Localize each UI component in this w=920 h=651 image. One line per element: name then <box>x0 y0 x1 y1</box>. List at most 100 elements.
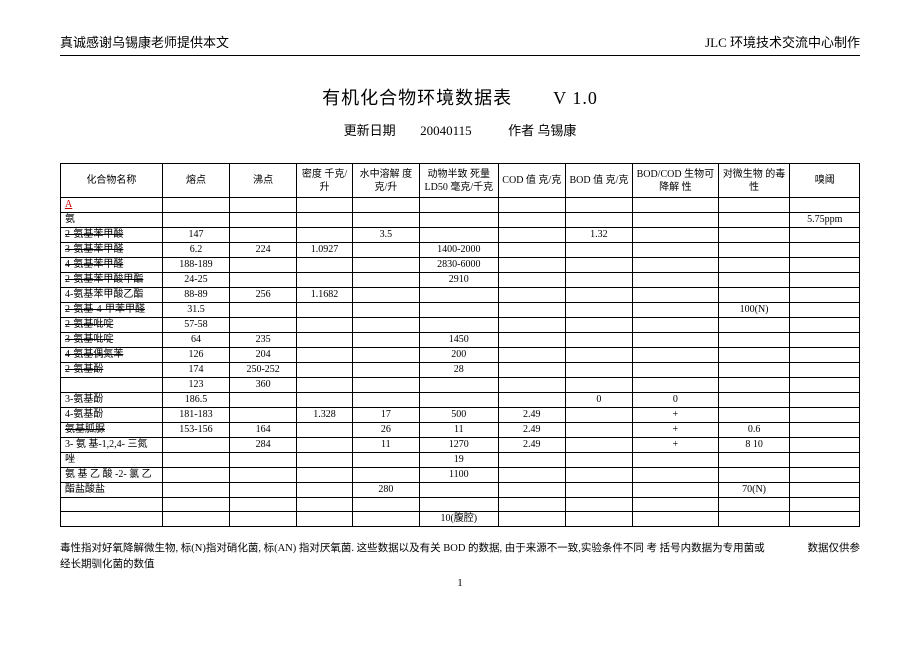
data-cell <box>718 228 790 243</box>
data-cell <box>352 288 419 303</box>
data-cell <box>352 393 419 408</box>
data-cell <box>565 512 632 527</box>
data-cell <box>790 318 860 333</box>
header-left: 真诚感谢乌锡康老师提供本文 <box>60 32 229 51</box>
col-bio: BOD/COD 生物可降解 性 <box>632 164 718 198</box>
data-cell: 26 <box>352 423 419 438</box>
data-cell <box>632 303 718 318</box>
data-cell <box>419 303 498 318</box>
table-row: 2-氨基苯甲酸1473.51.32 <box>61 228 860 243</box>
data-cell <box>162 453 229 468</box>
data-cell: + <box>632 408 718 423</box>
data-cell <box>565 333 632 348</box>
data-cell <box>718 348 790 363</box>
data-cell <box>352 363 419 378</box>
compound-name-cell: 3- 氨 基-1,2,4- 三氮 <box>61 438 163 453</box>
data-cell <box>419 213 498 228</box>
data-cell <box>352 303 419 318</box>
data-cell: 224 <box>230 243 297 258</box>
empty-cell <box>230 198 297 213</box>
data-cell <box>230 273 297 288</box>
data-cell <box>565 258 632 273</box>
data-cell <box>230 468 297 483</box>
data-cell: 3.5 <box>352 228 419 243</box>
data-cell <box>632 213 718 228</box>
compound-name-cell: 3-氨基吡啶 <box>61 333 163 348</box>
data-cell: 0 <box>565 393 632 408</box>
data-cell <box>790 273 860 288</box>
table-row: 4-氨基苯甲醛188-1892830-6000 <box>61 258 860 273</box>
compound-name-cell: 氨 基 乙 酸 -2- 氯 乙 <box>61 468 163 483</box>
data-cell <box>790 258 860 273</box>
title-main: 有机化合物环境数据表 V 1.0 <box>60 84 860 110</box>
data-cell <box>498 333 565 348</box>
data-cell <box>297 273 353 288</box>
data-cell: 1100 <box>419 468 498 483</box>
data-cell <box>718 288 790 303</box>
data-cell <box>230 228 297 243</box>
data-cell <box>419 378 498 393</box>
data-cell <box>230 512 297 527</box>
data-cell <box>718 498 790 512</box>
data-cell: 153-156 <box>162 423 229 438</box>
col-bod: BOD 值 克/克 <box>565 164 632 198</box>
data-cell: 64 <box>162 333 229 348</box>
table-row: 123360 <box>61 378 860 393</box>
data-cell <box>498 378 565 393</box>
data-cell <box>230 318 297 333</box>
data-cell <box>718 363 790 378</box>
data-cell: 1450 <box>419 333 498 348</box>
data-cell <box>632 453 718 468</box>
data-cell <box>498 468 565 483</box>
table-row: 2-氨基吡啶57-58 <box>61 318 860 333</box>
data-cell: 0 <box>632 393 718 408</box>
data-cell <box>498 303 565 318</box>
data-cell <box>498 453 565 468</box>
data-cell: 1.1682 <box>297 288 353 303</box>
data-cell <box>632 348 718 363</box>
data-cell <box>352 468 419 483</box>
data-cell <box>632 273 718 288</box>
empty-cell <box>498 198 565 213</box>
data-cell: 8 10 <box>718 438 790 453</box>
title-sub: 更新日期 20040115 作者 乌锡康 <box>60 120 860 139</box>
table-row: 4-氨基苯甲酸乙酯88-892561.1682 <box>61 288 860 303</box>
section-letter-row: A <box>61 198 860 213</box>
col-tox: 对微生物 的毒性 <box>718 164 790 198</box>
author-name: 乌锡康 <box>537 123 576 138</box>
data-cell: 284 <box>230 438 297 453</box>
compound-name-cell <box>61 512 163 527</box>
author-label: 作者 <box>508 123 534 138</box>
data-cell: 256 <box>230 288 297 303</box>
data-cell <box>162 498 229 512</box>
data-cell <box>790 483 860 498</box>
data-cell <box>790 243 860 258</box>
col-bp: 沸点 <box>230 164 297 198</box>
data-cell: 1.0927 <box>297 243 353 258</box>
data-cell <box>297 438 353 453</box>
data-cell <box>565 483 632 498</box>
data-cell <box>718 468 790 483</box>
data-cell <box>565 438 632 453</box>
data-cell: 11 <box>419 423 498 438</box>
data-cell <box>790 468 860 483</box>
data-cell <box>632 378 718 393</box>
data-cell: 6.2 <box>162 243 229 258</box>
data-cell <box>297 318 353 333</box>
page-header: 真诚感谢乌锡康老师提供本文 JLC 环境技术交流中心制作 <box>60 32 860 56</box>
data-cell <box>498 273 565 288</box>
data-cell <box>565 273 632 288</box>
data-cell <box>790 288 860 303</box>
data-cell <box>297 378 353 393</box>
data-cell <box>419 498 498 512</box>
data-cell: 1.328 <box>297 408 353 423</box>
data-cell: 164 <box>230 423 297 438</box>
empty-cell <box>632 198 718 213</box>
data-cell <box>718 512 790 527</box>
table-row: 2-氨基-4-甲苯甲醛31.5100(N) <box>61 303 860 318</box>
data-cell: 24-25 <box>162 273 229 288</box>
page-number: 1 <box>60 577 860 589</box>
data-cell <box>565 318 632 333</box>
data-cell <box>352 498 419 512</box>
compound-name-cell: 酯盐酸盐 <box>61 483 163 498</box>
